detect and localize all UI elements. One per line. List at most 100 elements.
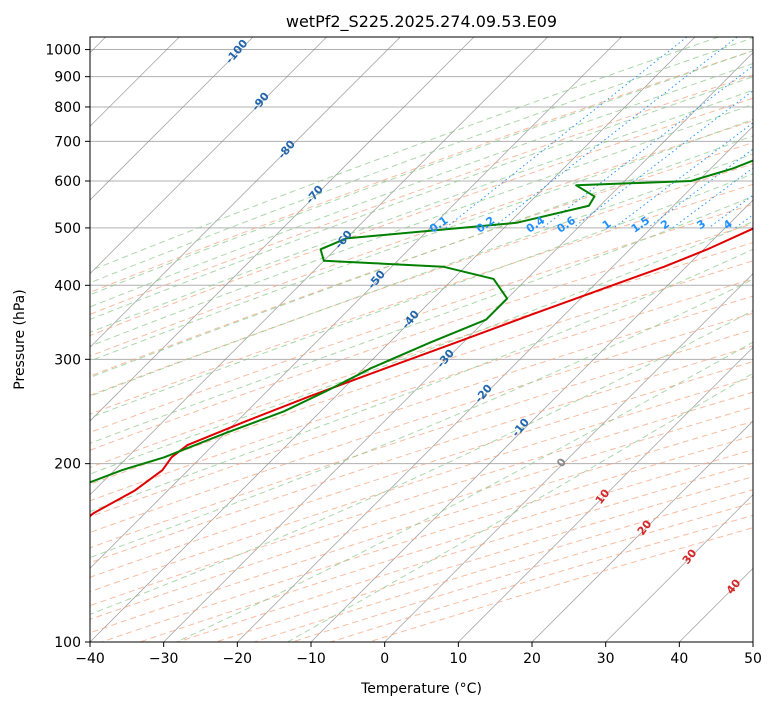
profile-lines (90, 159, 753, 518)
plot-frame (89, 36, 754, 643)
dry-adiabat-line (90, 50, 753, 293)
y-tick-label: 700 (54, 134, 81, 150)
x-tick-label: 30 (597, 651, 615, 667)
dry-adiabat-line (254, 489, 753, 642)
moist-adiabat-line (90, 173, 753, 419)
dry-adiabats (90, 50, 753, 642)
moist-adiabat-line (90, 135, 753, 379)
dry-adiabat-label: -40 (399, 308, 422, 332)
y-tick-label: 900 (54, 70, 81, 86)
mixing-ratio-line (542, 65, 753, 229)
moist-adiabat-line (90, 37, 719, 272)
mixing-ratio-label: 0.1 (427, 214, 450, 236)
isotherm-line (237, 125, 753, 642)
dry-adiabat-line (90, 260, 753, 485)
y-axis: 100 200 300 400 500 600 700 800 900 1000 (45, 43, 90, 651)
moist-adiabat-line (90, 221, 753, 475)
x-tick-label: −20 (223, 651, 253, 667)
x-tick-label: 40 (670, 651, 688, 667)
y-tick-label: 300 (54, 352, 81, 368)
moist-adiabat-label: 30 (680, 546, 700, 566)
mixing-ratio-label: 1 (600, 217, 614, 232)
mixing-ratio-label: 6 (760, 217, 774, 232)
mixing-ratio-line (572, 90, 753, 229)
moist-adiabat-line (90, 76, 753, 320)
moist-adiabat-label: 40 (724, 576, 744, 596)
chart-title: wetPf2_S225.2025.274.09.53.E09 (286, 12, 557, 32)
isotherm-line (90, 37, 254, 201)
y-tick-label: 600 (54, 174, 81, 190)
moist-adiabat-line (90, 195, 753, 444)
dry-adiabat-line (90, 391, 753, 607)
dry-adiabat-line (177, 462, 753, 642)
x-tick-label: 0 (380, 651, 389, 667)
moist-adiabat-line (90, 153, 753, 397)
isotherm-line (90, 37, 622, 569)
mixing-ratio-label: 3 (694, 217, 708, 232)
dry-adiabat-label: -100 (223, 37, 251, 67)
dry-adiabat-line (139, 449, 753, 642)
x-tick-label: 10 (449, 651, 467, 667)
y-tick-label: 400 (54, 278, 81, 294)
dry-adiabat-line (215, 476, 753, 642)
isotherm-line (384, 273, 753, 642)
moist-adiabat-line (90, 309, 753, 615)
moist-adiabat-label: 10 (593, 486, 613, 506)
dry-adiabat-line (368, 527, 753, 642)
dry-adiabat-line (90, 241, 753, 469)
dry-adiabat-line (330, 514, 753, 642)
isotherm-line (458, 346, 753, 642)
isotherm-line (90, 37, 401, 348)
dry-adiabat-line (90, 183, 753, 415)
moist-adiabat-line (90, 89, 753, 333)
mixing-ratio-line (445, 37, 688, 229)
y-tick-label: 1000 (45, 43, 81, 59)
mixing-ratio-lines (445, 37, 753, 229)
dry-adiabat-line (90, 142, 753, 377)
y-axis-label: Pressure (hPa) (12, 289, 28, 389)
dry-adiabat-label: -90 (249, 90, 272, 114)
isotherm-line (90, 37, 548, 496)
y-tick-label: 500 (54, 221, 81, 237)
y-tick-label: 200 (54, 457, 81, 473)
dry-adiabat-line (90, 203, 753, 433)
temperature-profile (90, 227, 753, 518)
moist-adiabat-label: 0 (554, 455, 569, 469)
mixing-ratio-label: 0.6 (555, 214, 579, 236)
isotherm-line (310, 199, 753, 642)
dry-adiabat-label: -20 (472, 382, 495, 406)
isotherm-line (605, 494, 753, 642)
mixing-ratio-line (647, 148, 753, 229)
x-tick-label: −10 (296, 651, 326, 667)
isotherm-line (531, 420, 753, 642)
dry-adiabat-line (90, 278, 753, 502)
dry-adiabat-line (90, 223, 753, 451)
x-axis-label: Temperature (°C) (360, 681, 482, 697)
moist-adiabat-line (90, 63, 753, 308)
dry-adiabat-line (101, 435, 753, 642)
x-tick-label: −40 (75, 651, 105, 667)
moist-adiabats (90, 37, 753, 642)
mixing-ratio-label: 2 (658, 217, 672, 232)
dry-adiabat-line (90, 329, 753, 549)
isotherm-line (90, 37, 475, 422)
x-tick-label: 50 (744, 651, 762, 667)
moist-adiabat-line (90, 278, 753, 559)
isotherm-line (752, 641, 753, 642)
isotherm-line (90, 37, 327, 275)
moist-adiabat-line (90, 118, 753, 362)
x-tick-label: 20 (523, 651, 541, 667)
dry-adiabat-line (90, 312, 753, 533)
dry-adiabat-label: -70 (303, 183, 326, 207)
y-tick-label: 100 (54, 635, 81, 651)
dry-adiabat-line (90, 163, 753, 396)
dry-adiabat-line (90, 295, 753, 518)
x-axis: −40 −30 −20 −10 0 10 20 30 40 50 (75, 642, 762, 667)
dry-adiabat-line (90, 361, 753, 578)
isotherm-gridlines (90, 37, 753, 642)
mixing-ratio-label: 1.5 (629, 214, 652, 236)
moist-adiabat-line (287, 372, 753, 642)
dry-adiabat-line (90, 97, 753, 337)
dry-adiabat-line (90, 120, 753, 357)
x-tick-label: −30 (149, 651, 179, 667)
